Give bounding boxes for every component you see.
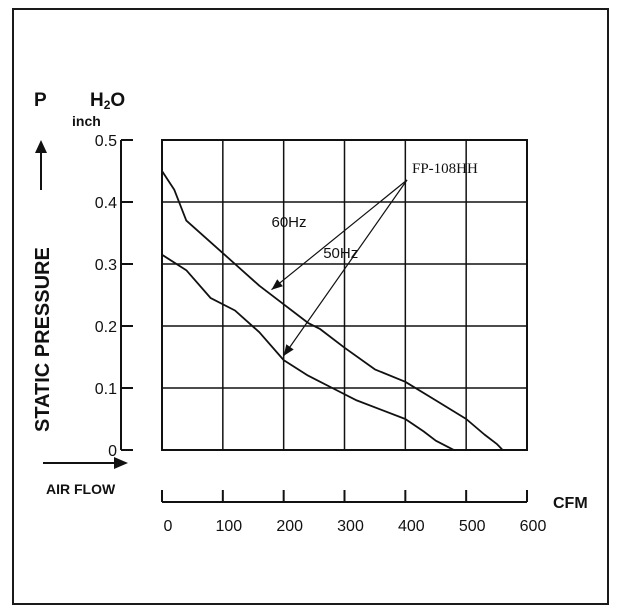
leader-line <box>271 179 408 291</box>
y-tick-label: 0.4 <box>95 195 117 212</box>
leader-arrowhead <box>271 279 283 290</box>
curve-60hz <box>161 170 504 451</box>
y-tick-label: 0.5 <box>95 133 117 150</box>
leader-line <box>283 179 408 357</box>
performance-curves <box>161 170 504 451</box>
x-axis-title: AIR FLOW <box>46 481 116 497</box>
y-tick-label: 0.1 <box>95 381 117 398</box>
leader-arrowhead <box>283 344 294 356</box>
y-tick-label: 0.2 <box>95 319 117 336</box>
chart-frame <box>12 8 609 605</box>
x-axis: 0 100 200 300 400 500 600 <box>161 490 547 535</box>
curve-50hz <box>161 253 455 451</box>
y-axis: 0 0.1 0.2 0.3 0.4 0.5 <box>95 133 133 460</box>
x-tick-label: 500 <box>459 518 486 535</box>
x-tick-label: 300 <box>337 518 364 535</box>
x-tick-label: 400 <box>398 518 425 535</box>
x-tick-label: 0 <box>164 518 173 535</box>
y-tick-label: 0 <box>108 443 117 460</box>
x-direction-arrow <box>43 457 128 469</box>
annotations: 60Hz 50Hz <box>271 179 408 357</box>
y-tick-label: 0.3 <box>95 257 117 274</box>
y-axis-title: STATIC PRESSURE <box>32 247 54 432</box>
y-direction-arrow <box>35 140 47 190</box>
x-tick-label: 100 <box>215 518 242 535</box>
y-axis-symbol: P <box>34 90 47 111</box>
x-tick-label: 200 <box>276 518 303 535</box>
y-axis-unit-main: H2O <box>90 90 125 112</box>
model-label: FP-108HH <box>412 161 478 177</box>
x-axis-unit: CFM <box>553 495 588 512</box>
x-tick-label: 600 <box>520 518 547 535</box>
annotation-60hz: 60Hz <box>272 214 307 231</box>
annotation-50hz: 50Hz <box>323 245 358 262</box>
y-axis-unit-secondary: inch <box>72 113 101 129</box>
grid-lines <box>161 139 528 451</box>
